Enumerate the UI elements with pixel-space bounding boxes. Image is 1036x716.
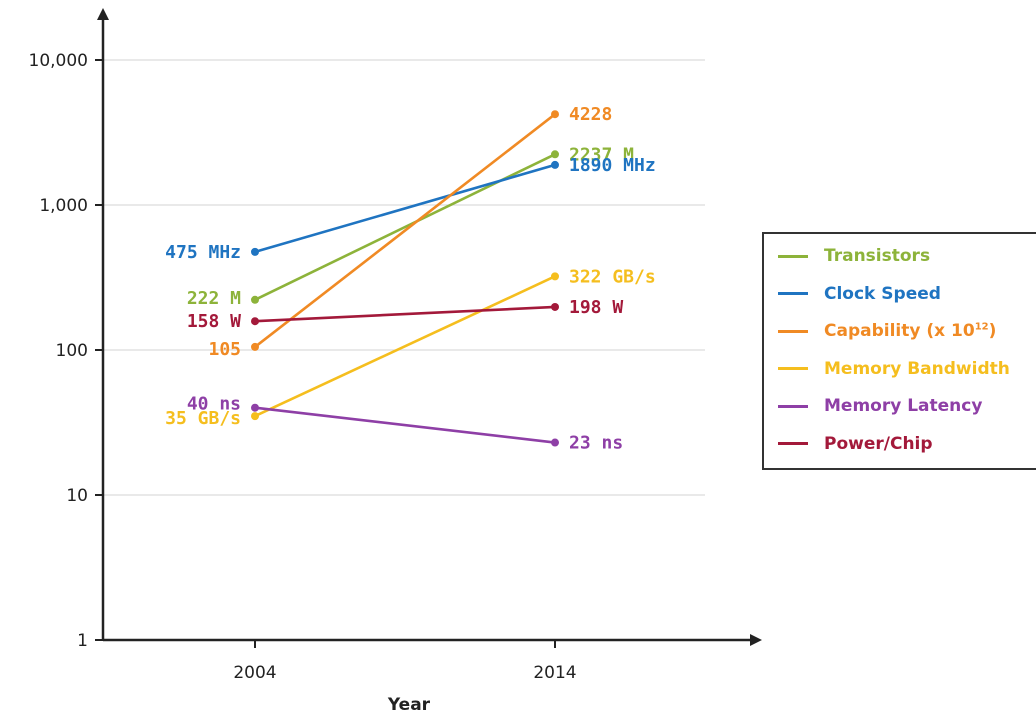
series-lines — [254, 113, 556, 444]
data-label-power-chip: 158 W — [187, 311, 241, 332]
data-label-clock-speed: 1890 MHz — [569, 155, 656, 176]
legend: Transistors Clock Speed Capability (x 1012… — [762, 232, 1036, 470]
data-point-clock-speed — [551, 160, 559, 169]
data-point-capability-x-10 — [251, 342, 259, 351]
data-label-memory-latency: 40 ns — [187, 394, 241, 415]
y-tick-label: 100 — [56, 341, 88, 361]
data-point-transistors — [251, 295, 259, 304]
data-point-power-chip — [251, 317, 259, 326]
grid-lines — [103, 59, 705, 496]
data-point-power-chip — [551, 302, 559, 311]
y-axis-arrow — [97, 8, 109, 20]
y-tick-label: 10,000 — [29, 51, 88, 71]
legend-item: Memory Bandwidth — [778, 355, 1010, 383]
legend-item: Power/Chip — [778, 430, 933, 458]
data-label-capability-x-10: 105 — [208, 339, 241, 360]
legend-item: Memory Latency — [778, 392, 982, 420]
legend-label: Memory Latency — [824, 396, 983, 416]
legend-swatch — [778, 254, 808, 258]
data-label-memory-latency: 23 ns — [569, 433, 623, 454]
data-point-capability-x-10 — [551, 110, 559, 119]
legend-label: Capability (x 1012) — [824, 321, 997, 341]
legend-swatch — [778, 442, 808, 445]
legend-swatch — [778, 367, 808, 370]
data-label-memory-bandwidth: 35 GB/s — [165, 408, 241, 429]
legend-label: Power/Chip — [824, 433, 933, 454]
data-point-memory-latency — [551, 438, 559, 447]
legend-swatch — [778, 292, 808, 295]
y-tick-label: 10 — [66, 486, 88, 506]
legend-item: Transistors — [778, 242, 930, 270]
data-label-clock-speed: 475 MHz — [165, 242, 241, 263]
series-line-clock-speed — [254, 163, 556, 254]
data-point-memory-bandwidth — [551, 272, 559, 281]
series-points — [251, 110, 559, 447]
x-axis-arrow — [750, 634, 762, 646]
legend-item: Clock Speed — [778, 280, 941, 308]
x-ticks: 2004 2014 — [233, 640, 577, 683]
legend-swatch — [778, 329, 808, 333]
axes — [97, 8, 762, 646]
data-label-memory-bandwidth: 322 GB/s — [569, 266, 656, 287]
data-point-transistors — [551, 150, 559, 159]
data-label-power-chip: 198 W — [569, 297, 623, 318]
data-point-clock-speed — [251, 247, 259, 256]
data-label-transistors: 2237 M — [569, 144, 634, 165]
x-tick-label: 2004 — [233, 663, 276, 683]
series-line-memory-bandwidth — [254, 275, 556, 418]
data-label-capability-x-10: 4228 — [569, 104, 612, 125]
series-line-transistors — [254, 153, 556, 301]
x-tick-label: 2014 — [533, 663, 576, 683]
series-labels: 222 M 2237 M 475 MHz 1890 MHz 105 4228 35 GB/s… — [165, 104, 656, 453]
series-line-memory-latency — [254, 406, 556, 444]
legend-label: Transistors — [824, 246, 931, 266]
legend-label: Clock Speed — [824, 283, 941, 304]
series-line-capability-x-10 — [254, 113, 556, 348]
data-label-transistors: 222 M — [187, 288, 241, 309]
legend-swatch — [778, 404, 808, 408]
y-tick-label: 1,000 — [39, 196, 88, 216]
x-axis-title: Year — [387, 695, 431, 715]
series-line-power-chip — [254, 305, 556, 323]
data-point-memory-bandwidth — [251, 412, 259, 421]
y-tick-label: 1 — [77, 631, 88, 651]
legend-item: Capability (x 1012) — [778, 317, 996, 345]
legend-label: Memory Bandwidth — [824, 358, 1010, 379]
y-ticks: 1 10 100 1,000 10,000 — [29, 51, 103, 651]
data-point-memory-latency — [251, 403, 259, 412]
